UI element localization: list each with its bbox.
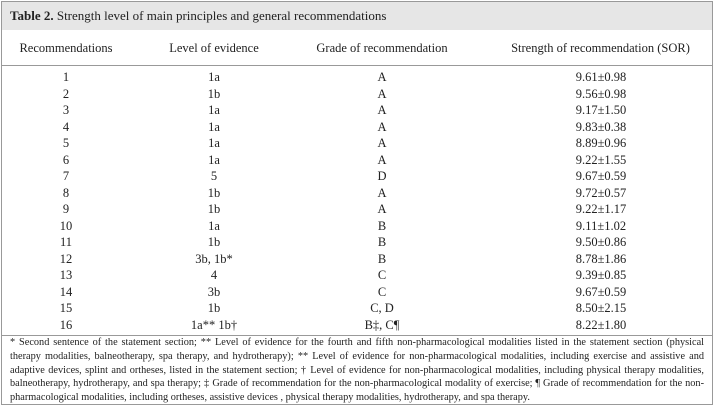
table-cell: 8 [62, 185, 70, 200]
header-cell: Recommendations [2, 31, 130, 66]
table-row: 11 1b B 9.50±0.86 [2, 234, 712, 251]
table-cell: B [377, 235, 387, 250]
table-cell: B‡, C¶ [298, 316, 466, 336]
table-row: 16 1a** 1b† B‡, C¶ 8.22±1.80 [2, 316, 712, 336]
table-cell: 1b [207, 86, 221, 101]
table-row: 1 1a A 9.61±0.98 [2, 66, 712, 86]
table-cell: 5 [62, 136, 70, 151]
table-cell: 1a [208, 152, 220, 167]
table-cell: D [377, 169, 387, 184]
table-row: 2 1b A 9.56±0.98 [2, 86, 712, 103]
caption-label: Table 2. [10, 8, 54, 23]
table-cell: 12 [59, 251, 73, 266]
table-cell: 1a [208, 70, 220, 85]
table-cell: 16 [2, 316, 130, 336]
table-row: 15 1b C, D 8.50±2.15 [2, 300, 712, 317]
table-cell: 2 [62, 86, 70, 101]
table-cell: C [377, 284, 387, 299]
table-cell: 1a** 1b† [130, 316, 298, 336]
table-row: 4 1a A 9.83±0.38 [2, 119, 712, 136]
table-row: 7 5 D 9.67±0.59 [2, 168, 712, 185]
table-cell: 14 [59, 284, 73, 299]
table-cell: A [377, 152, 387, 167]
table-cell: 3b [207, 284, 221, 299]
table-cell: A [377, 119, 387, 134]
table-cell: 9 [62, 202, 70, 217]
table-cell: 7 [62, 169, 70, 184]
table-cell: 9.72±0.57 [575, 185, 627, 200]
table-row: 14 3b C 9.67±0.59 [2, 284, 712, 301]
table-cell: 9.50±0.86 [575, 235, 627, 250]
table-cell: 9.22±1.55 [575, 152, 627, 167]
caption: Table 2. Strength level of main principl… [2, 2, 712, 30]
table-row: 6 1a A 9.22±1.55 [2, 152, 712, 169]
caption-text: Strength level of main principles and ge… [56, 8, 387, 23]
table-cell: A [377, 70, 387, 85]
table-cell: A [377, 103, 387, 118]
table-cell: 9.67±0.59 [575, 169, 627, 184]
header-cell: Strength of recommendation (SOR) [466, 31, 712, 66]
table-cell: B [377, 218, 387, 233]
table-cell: 8.89±0.96 [575, 136, 627, 151]
header-row: Recommendations Level of evidence Grade of… [2, 31, 712, 66]
table-cell: 9.67±0.59 [575, 284, 627, 299]
table-row: 12 3b, 1b* B 8.78±1.86 [2, 251, 712, 268]
table-cell: 1a [208, 136, 220, 151]
table-row: 3 1a A 9.17±1.50 [2, 102, 712, 119]
table-cell: 9.39±0.85 [575, 268, 627, 283]
table-cell: 1b [207, 185, 221, 200]
table-cell: 1b [207, 301, 221, 316]
table-row: 5 1a A 8.89±0.96 [2, 135, 712, 152]
table-cell: B [377, 251, 387, 266]
table-cell: 1b [207, 202, 221, 217]
table-row: 13 4 C 9.39±0.85 [2, 267, 712, 284]
table-cell: 3 [62, 103, 70, 118]
table-row: 8 1b A 9.72±0.57 [2, 185, 712, 202]
table-body: 1 1a A 9.61±0.98 2 1b A 9.56±0.98 3 1a A 9.17±1.50 4… [2, 66, 712, 336]
table-row: 9 1b A 9.22±1.17 [2, 201, 712, 218]
table-cell: 8.50±2.15 [575, 301, 627, 316]
table-cell: 9.56±0.98 [575, 86, 627, 101]
footnote: * Second sentence of the statement secti… [10, 337, 704, 404]
table-cell: A [377, 202, 387, 217]
table-cell: C, D [370, 301, 394, 316]
table-cell: 10 [59, 218, 73, 233]
header-cell: Grade of recommendation [298, 31, 466, 66]
table-cell: 3b, 1b* [195, 251, 233, 266]
table-cell: 15 [59, 301, 73, 316]
table-cell: 5 [210, 169, 218, 184]
table-cell: A [377, 86, 387, 101]
table-cell: 6 [62, 152, 70, 167]
table-cell: 1a [208, 103, 220, 118]
table-cell: 4 [210, 268, 218, 283]
table-cell: 8.22±1.80 [466, 316, 712, 336]
header-cell: Level of evidence [130, 31, 298, 66]
table-cell: 9.11±1.02 [575, 218, 627, 233]
table-row: 10 1a B 9.11±1.02 [2, 218, 712, 235]
table-cell: 1 [62, 70, 70, 85]
table-cell: 9.83±0.38 [575, 119, 627, 134]
table-cell: 1a [208, 119, 220, 134]
table-cell: 9.17±1.50 [575, 103, 627, 118]
table-cell: 8.78±1.86 [575, 251, 627, 266]
table-cell: 1b [207, 235, 221, 250]
table-cell: 9.61±0.98 [575, 70, 627, 85]
table-cell: 11 [59, 235, 73, 250]
table-cell: A [377, 185, 387, 200]
table-cell: C [377, 268, 387, 283]
table-cell: 1a [208, 218, 220, 233]
table: Recommendations Level of evidence Grade of… [2, 31, 712, 336]
table-cell: 13 [59, 268, 73, 283]
table-cell: 4 [62, 119, 70, 134]
table-cell: 9.22±1.17 [575, 202, 627, 217]
table-cell: A [377, 136, 387, 151]
